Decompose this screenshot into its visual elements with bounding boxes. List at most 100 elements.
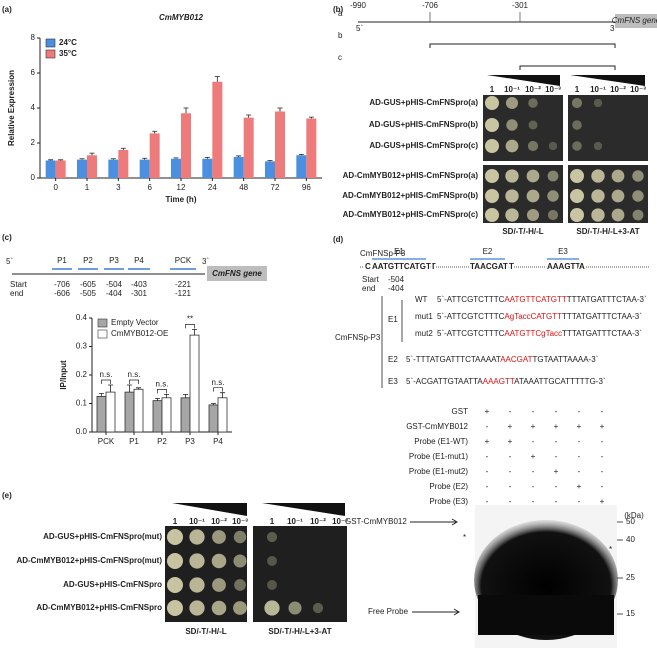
x-axis-title: Time (h)	[166, 195, 197, 204]
sequence-part: AACGAT	[500, 355, 532, 364]
bar	[124, 391, 135, 433]
sequence-part: ATAAATTGCATTTTTG-3`	[514, 377, 606, 386]
row-label: AD-GUS+pHIS-CmFNSpro(mut)	[43, 532, 162, 541]
bar	[243, 117, 254, 178]
fragment-start: -706	[54, 280, 71, 289]
lane-sign: -	[555, 482, 558, 491]
probe-segment: AAAGTT	[547, 262, 580, 271]
x-tick-label: P3	[185, 437, 195, 446]
y-tick-label: 4	[31, 103, 36, 112]
yeast-spot	[212, 578, 226, 592]
x-tick-label: P2	[157, 437, 167, 446]
lane-sign: +	[531, 452, 536, 461]
sequence: 5`-ACGATTGTAATTAAAAGTTATAAATTGCATTTTTG-3…	[406, 377, 606, 386]
yeast-spot	[570, 189, 584, 203]
error-bar	[267, 160, 273, 162]
error-bar	[183, 393, 188, 398]
lane-sign: +	[508, 437, 513, 446]
yeast-spot	[233, 530, 247, 544]
five-prime: 5`	[356, 24, 363, 33]
yeast-spot	[267, 580, 277, 590]
y-tick-label: 0	[31, 173, 36, 182]
yeast-spot	[505, 169, 519, 183]
lane-sign: +	[485, 437, 490, 446]
significance-bracket	[213, 387, 223, 392]
yeast-spot	[234, 579, 246, 591]
lane-sign: -	[509, 452, 512, 461]
yeast-spot	[547, 170, 559, 182]
lane-sign: -	[578, 407, 581, 416]
significance-label: n.s.	[212, 378, 225, 387]
error-bar	[214, 76, 220, 82]
medium-label: SD/-T/-H/-L	[185, 627, 226, 636]
error-bar	[58, 159, 64, 161]
bar	[181, 113, 191, 178]
lane-sign: +	[600, 422, 605, 431]
yeast-spot	[572, 141, 582, 151]
sequence: 5`-ATTCGTCTTTCAATGTTCATGTTTTTATGATTTCTAA…	[437, 295, 647, 304]
legend-label: Empty Vector	[111, 318, 159, 327]
error-bar	[277, 107, 283, 112]
sequence-part: TTTATGATTTCTAA-3`	[562, 312, 642, 321]
yeast-spot	[611, 208, 625, 222]
gene-label: CmFNS gene	[612, 16, 657, 25]
fragment-end: -301	[131, 289, 148, 298]
legend-label: CmMYB012-OE	[111, 329, 168, 338]
yeast-spot	[211, 600, 227, 616]
yeast-spot	[548, 141, 558, 151]
lane-sign: -	[532, 407, 535, 416]
yeast-spot	[593, 98, 603, 108]
yeast-spot	[485, 169, 499, 183]
x-tick-label: 6	[147, 183, 152, 192]
emsa-row-label: Probe (E1-WT)	[414, 437, 468, 446]
yeast-spot	[167, 600, 183, 616]
bar	[217, 397, 228, 433]
lane-sign: -	[578, 497, 581, 506]
error-bar	[164, 393, 169, 398]
marker-label: 25	[626, 573, 635, 582]
yeast-spot	[264, 600, 280, 616]
yeast-spot	[591, 208, 605, 222]
yeast-spot	[167, 529, 183, 545]
yeast-spot	[485, 189, 499, 203]
error-bar	[236, 155, 242, 157]
yeast-spot	[505, 139, 519, 153]
group-label: CmFNSp-P3	[335, 333, 381, 342]
lane-sign: -	[486, 467, 489, 476]
yeast-spot	[526, 169, 540, 183]
significance-label: n.s.	[128, 370, 141, 379]
error-bar	[48, 159, 54, 161]
emsa-row-label: Probe (E1-mut1)	[409, 452, 468, 461]
fragment-end: -505	[80, 289, 97, 298]
yeast-spot	[570, 208, 584, 222]
error-bar	[192, 329, 197, 336]
dilution-wedge	[262, 503, 345, 516]
plate	[568, 95, 648, 161]
bar	[202, 158, 213, 178]
probe-name: CmFNSp-P3	[360, 249, 406, 258]
lane-sign: -	[532, 467, 535, 476]
probe-segment: T	[426, 262, 431, 271]
yeast-spot	[611, 189, 625, 203]
yeast-spot	[267, 556, 277, 566]
error-bar	[204, 156, 210, 159]
yeast-spot	[233, 554, 247, 568]
significance-label: n.s.	[100, 370, 113, 379]
medium-label: SD/-T/-H/-L+3-AT	[576, 227, 639, 236]
dilution-label: 10⁻¹	[189, 517, 205, 526]
sequence-part: AgTaccCATGTT	[504, 312, 562, 321]
yeast-spot	[547, 190, 559, 202]
yeast-spot	[288, 601, 302, 615]
fragment-label: P3	[109, 256, 119, 265]
bar	[212, 81, 223, 178]
dilution-label: 10⁻³	[545, 85, 561, 94]
yeast-spot	[485, 139, 499, 153]
error-bar	[79, 158, 85, 160]
bar	[275, 111, 285, 178]
y-tick-label: 0.4	[76, 313, 88, 322]
panel-label: (d)	[333, 235, 344, 244]
lane-sign: -	[601, 467, 604, 476]
row-label: AD-CmMYB012+pHIS-CmFNSpro	[36, 603, 162, 612]
fragment-label: P2	[83, 256, 93, 265]
